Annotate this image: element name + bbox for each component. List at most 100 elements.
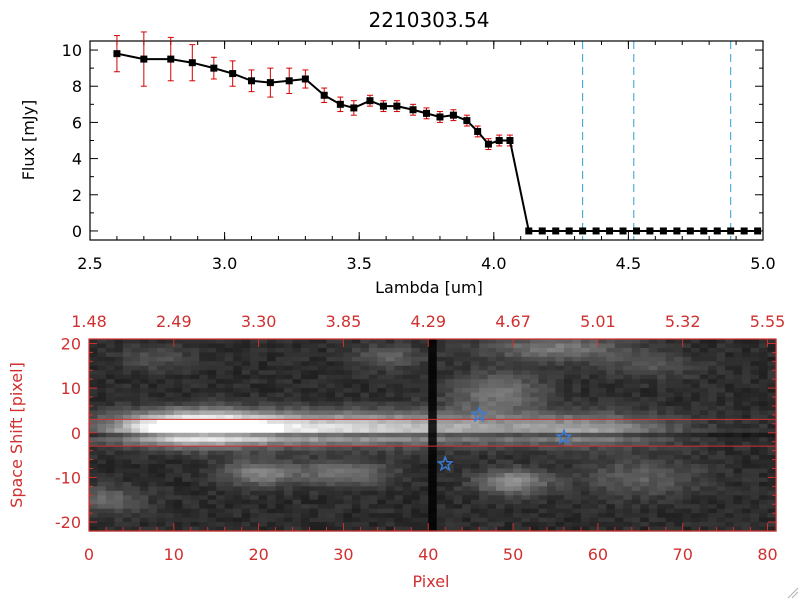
image-pixel	[275, 450, 285, 456]
image-pixel	[292, 446, 302, 452]
image-pixel	[640, 441, 650, 447]
image-pixel	[538, 481, 548, 487]
image-pixel	[538, 401, 548, 407]
image-pixel	[648, 522, 658, 528]
image-pixel	[394, 472, 404, 479]
image-pixel	[453, 526, 463, 532]
resize-grip-icon[interactable]	[787, 587, 799, 599]
flux-data-point	[301, 75, 309, 83]
image-pixel	[284, 477, 294, 483]
image-pixel	[318, 352, 328, 358]
image-pixel	[572, 495, 582, 501]
flux-data-point	[320, 91, 328, 99]
image-pixel	[173, 513, 183, 519]
image-pixel	[682, 481, 692, 487]
image-pixel	[699, 455, 709, 461]
image-pixel	[173, 347, 183, 353]
image-pixel	[445, 383, 455, 389]
flux-data-point	[619, 227, 627, 235]
image-pixel	[504, 504, 514, 510]
image-pixel	[462, 490, 472, 496]
image-pixel	[530, 477, 540, 483]
image-pixel	[674, 397, 684, 403]
image-pixel	[216, 397, 226, 403]
image-pixel	[665, 446, 675, 452]
image-pixel	[462, 464, 472, 470]
image-pixel	[530, 459, 540, 465]
image-pixel	[207, 383, 217, 389]
image-pixel	[241, 517, 251, 523]
image-pixel	[182, 365, 192, 371]
image-pixel	[207, 490, 217, 496]
image-pixel	[250, 455, 260, 461]
image-pixel	[640, 347, 650, 353]
image-pixel	[343, 490, 353, 496]
image-pixel	[190, 356, 200, 362]
image-pixel	[207, 401, 217, 407]
image-pixel	[453, 414, 463, 420]
image-pixel	[199, 370, 209, 376]
image-pixel	[360, 397, 370, 403]
image-pixel	[105, 432, 116, 438]
image-pixel	[623, 450, 633, 456]
image-pixel	[487, 459, 497, 465]
image-pixel	[301, 361, 311, 367]
image-pixel	[326, 495, 336, 501]
image-pixel	[691, 490, 701, 496]
image-pixel	[182, 401, 192, 407]
image-pixel	[122, 513, 133, 519]
image-pixel	[156, 522, 166, 528]
image-pixel	[767, 517, 777, 523]
flux-data-point	[474, 127, 482, 135]
image-pixel	[538, 356, 548, 362]
image-pixel	[182, 423, 192, 429]
image-pixel	[691, 522, 701, 528]
image-pixel	[351, 504, 362, 510]
image-pixel	[699, 508, 709, 514]
image-pixel	[402, 499, 412, 505]
image-pixel	[742, 504, 752, 510]
image-pixel	[139, 428, 149, 434]
image-pixel	[343, 495, 353, 501]
image-pixel	[462, 423, 472, 429]
image-pixel	[156, 526, 166, 532]
image-pixel	[496, 477, 506, 483]
image-pixel	[479, 459, 489, 465]
image-pixel	[606, 383, 616, 389]
image-pixel	[597, 437, 607, 443]
image-pixel	[640, 490, 650, 496]
image-pixel	[716, 441, 726, 447]
image-pixel	[122, 428, 133, 434]
image-pixel	[334, 388, 345, 394]
image-pixel	[105, 513, 116, 519]
image-pixel	[563, 504, 574, 510]
image-pixel	[733, 401, 743, 407]
image-pixel	[114, 383, 124, 389]
image-pixel	[691, 347, 701, 353]
image-pixel	[436, 414, 446, 420]
image-pixel	[691, 495, 701, 501]
image-pixel	[105, 365, 116, 371]
image-pixel	[190, 343, 200, 349]
image-pixel	[674, 481, 684, 487]
image-pixel	[445, 486, 455, 492]
image-pixel	[682, 486, 692, 492]
image-pixel	[148, 446, 158, 452]
image-pixel	[538, 499, 548, 505]
image-pixel	[750, 370, 760, 376]
image-pixel	[742, 374, 752, 380]
image-pixel	[513, 450, 523, 456]
image-pixel	[496, 339, 506, 345]
image-pixel	[394, 343, 404, 349]
image-pixel	[411, 468, 421, 474]
image-pixel	[318, 455, 328, 461]
image-pixel	[343, 526, 353, 532]
image-pixel	[530, 414, 540, 420]
image-pixel	[742, 459, 752, 465]
image-pixel	[343, 410, 353, 416]
image-pixel	[394, 339, 404, 345]
image-pixel	[301, 414, 311, 420]
image-pixel	[411, 517, 421, 523]
image-pixel	[682, 405, 692, 412]
image-pixel	[394, 490, 404, 496]
